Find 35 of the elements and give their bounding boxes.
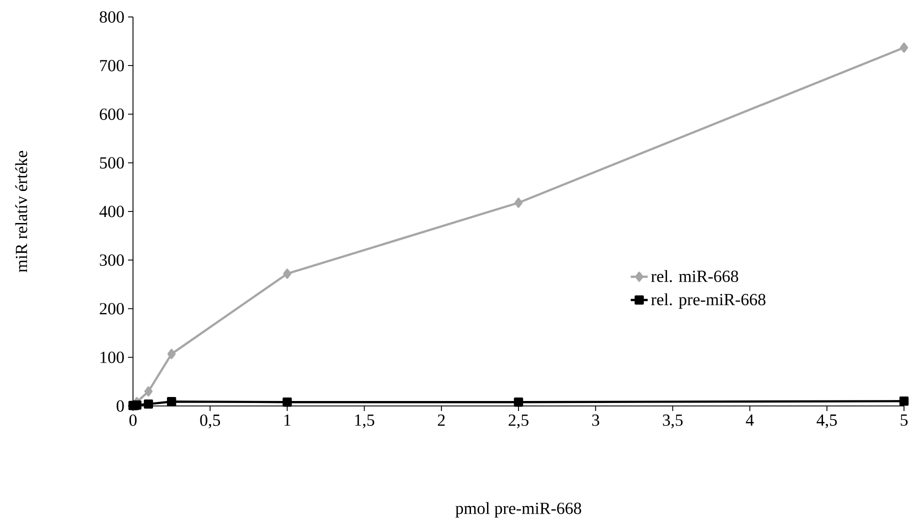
x-tick-label: 2 [438, 414, 445, 426]
point [514, 198, 523, 208]
x-axis-title: pmol pre-miR-668 [456, 502, 582, 518]
y-tick-label: 600 [100, 108, 124, 120]
legend-label: rel. pre-miR-668 [651, 293, 766, 309]
x-tick-label: 5 [900, 414, 908, 426]
point [900, 42, 908, 53]
y-tick-label: 0 [116, 400, 124, 412]
y-axis-title: miR relatív értéke [15, 150, 28, 272]
x-tick-label: 4 [746, 414, 754, 426]
x-tick-label: 0 [129, 414, 137, 426]
x-tick-label: 2,5 [508, 414, 528, 428]
y-tick-label: 500 [100, 157, 124, 169]
point [514, 398, 524, 407]
y-tick-label: 200 [100, 303, 124, 314]
x-tick-label: 0,5 [200, 414, 220, 428]
y-tick-label: 400 [99, 206, 124, 218]
point [166, 397, 176, 406]
point [283, 268, 292, 279]
y-tick-label: 100 [100, 352, 124, 364]
point [144, 399, 154, 409]
point [144, 386, 153, 396]
x-tick-label: 3 [592, 414, 600, 426]
y-tick-label: 300 [100, 254, 124, 266]
y-tick-label: 700 [100, 60, 124, 72]
x-tick-label: 4,5 [816, 414, 837, 428]
point [132, 400, 142, 410]
x-tick-label: 3,5 [662, 414, 683, 428]
x-tick-label: 1,5 [355, 414, 374, 428]
y-tick-label: 800 [100, 11, 124, 23]
point [899, 396, 909, 406]
point [167, 348, 176, 360]
point [282, 398, 292, 407]
legend-label: rel. miR-668 [651, 270, 738, 282]
x-tick-label: 1 [284, 414, 290, 426]
